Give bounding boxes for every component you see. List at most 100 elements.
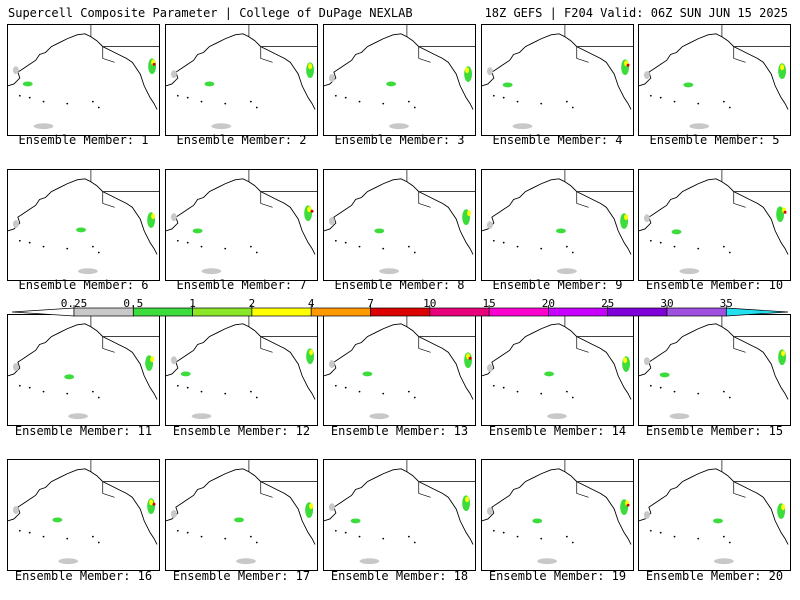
island xyxy=(28,241,31,244)
scp-shading xyxy=(659,372,670,378)
ensemble-member-map xyxy=(481,24,634,136)
island xyxy=(224,537,227,540)
scp-shading xyxy=(236,558,256,565)
ensemble-member-label: Ensemble Member: 18 xyxy=(330,569,469,583)
scp-shading xyxy=(465,67,470,74)
island xyxy=(344,96,347,99)
island xyxy=(97,251,100,254)
island xyxy=(334,239,337,242)
island xyxy=(358,390,361,393)
island xyxy=(176,529,179,532)
island xyxy=(66,247,69,250)
island xyxy=(224,247,227,250)
island xyxy=(91,100,94,103)
ensemble-member-label: Ensemble Member: 19 xyxy=(488,569,627,583)
scp-shading xyxy=(309,349,314,356)
island xyxy=(18,239,21,242)
ensemble-member-map xyxy=(165,169,318,281)
ensemble-member-label: Ensemble Member: 9 xyxy=(492,278,623,292)
coastline xyxy=(260,481,273,498)
island xyxy=(516,245,519,248)
island xyxy=(502,386,505,389)
scp-shading xyxy=(467,210,472,217)
island xyxy=(42,535,45,538)
island xyxy=(200,100,203,103)
island xyxy=(659,386,662,389)
island xyxy=(358,245,361,248)
island xyxy=(249,390,252,393)
island xyxy=(344,386,347,389)
ensemble-member-label: Ensemble Member: 3 xyxy=(334,133,465,147)
island xyxy=(722,535,725,538)
island xyxy=(91,535,94,538)
scp-shading xyxy=(191,413,212,420)
ensemble-member-label: Ensemble Member: 14 xyxy=(488,424,627,438)
scp-shading xyxy=(389,123,409,130)
ensemble-member-map xyxy=(7,314,160,426)
scp-shading xyxy=(544,371,555,377)
island xyxy=(516,390,519,393)
colorbar-segment xyxy=(548,307,609,317)
island xyxy=(97,396,100,399)
island xyxy=(540,392,543,395)
ensemble-member-map xyxy=(7,459,160,571)
island xyxy=(407,245,410,248)
coastline xyxy=(733,336,746,353)
island xyxy=(97,106,100,109)
scp-shading xyxy=(150,356,155,363)
scp-shading xyxy=(234,517,244,523)
island xyxy=(540,247,543,250)
scp-shading xyxy=(310,209,314,213)
island xyxy=(249,100,252,103)
scp-shading xyxy=(369,413,390,420)
ensemble-member-label: Ensemble Member: 2 xyxy=(176,133,307,147)
ensemble-member-label: Ensemble Member: 20 xyxy=(645,569,784,583)
island xyxy=(382,247,385,250)
island xyxy=(18,529,21,532)
scp-shading xyxy=(713,518,723,524)
island xyxy=(649,529,652,532)
scp-shading xyxy=(776,206,785,223)
ensemble-member-label: Ensemble Member: 5 xyxy=(649,133,780,147)
ensemble-member-label: Ensemble Member: 16 xyxy=(14,569,153,583)
colorbar-segment xyxy=(192,307,253,317)
island xyxy=(42,390,45,393)
ensemble-member-label: Ensemble Member: 1 xyxy=(18,133,149,147)
island xyxy=(255,251,258,254)
colorbar-tick-label: 2 xyxy=(248,297,256,310)
island xyxy=(255,541,258,544)
island xyxy=(382,102,385,105)
ensemble-member-label: Ensemble Member: 12 xyxy=(172,424,311,438)
scp-shading xyxy=(626,503,630,507)
scp-shading xyxy=(465,496,470,503)
scp-shading xyxy=(328,503,335,512)
island xyxy=(176,239,179,242)
coastline xyxy=(102,46,115,63)
scp-shading xyxy=(12,506,19,515)
ensemble-member-label: Ensemble Member: 10 xyxy=(645,278,784,292)
island xyxy=(492,529,495,532)
ensemble-member-map xyxy=(165,314,318,426)
island xyxy=(334,384,337,387)
ensemble-member-map xyxy=(165,459,318,571)
island xyxy=(66,392,69,395)
island xyxy=(91,390,94,393)
coastline xyxy=(324,178,474,255)
island xyxy=(673,535,676,538)
island xyxy=(649,384,652,387)
colorbar-segment xyxy=(429,307,490,317)
colorbar xyxy=(12,305,788,317)
colorbar-tick-label: 10 xyxy=(423,297,437,310)
scp-shading xyxy=(671,229,682,235)
island xyxy=(255,396,258,399)
island xyxy=(697,392,700,395)
scp-shading xyxy=(379,268,400,275)
island xyxy=(28,386,31,389)
ensemble-member-map xyxy=(323,459,476,571)
scp-shading xyxy=(308,63,313,70)
scp-shading xyxy=(170,510,177,518)
ensemble-member-label: Ensemble Member: 17 xyxy=(172,569,311,583)
ensemble-member-label: Ensemble Member: 4 xyxy=(492,133,623,147)
island xyxy=(344,241,347,244)
scp-shading xyxy=(149,499,154,506)
